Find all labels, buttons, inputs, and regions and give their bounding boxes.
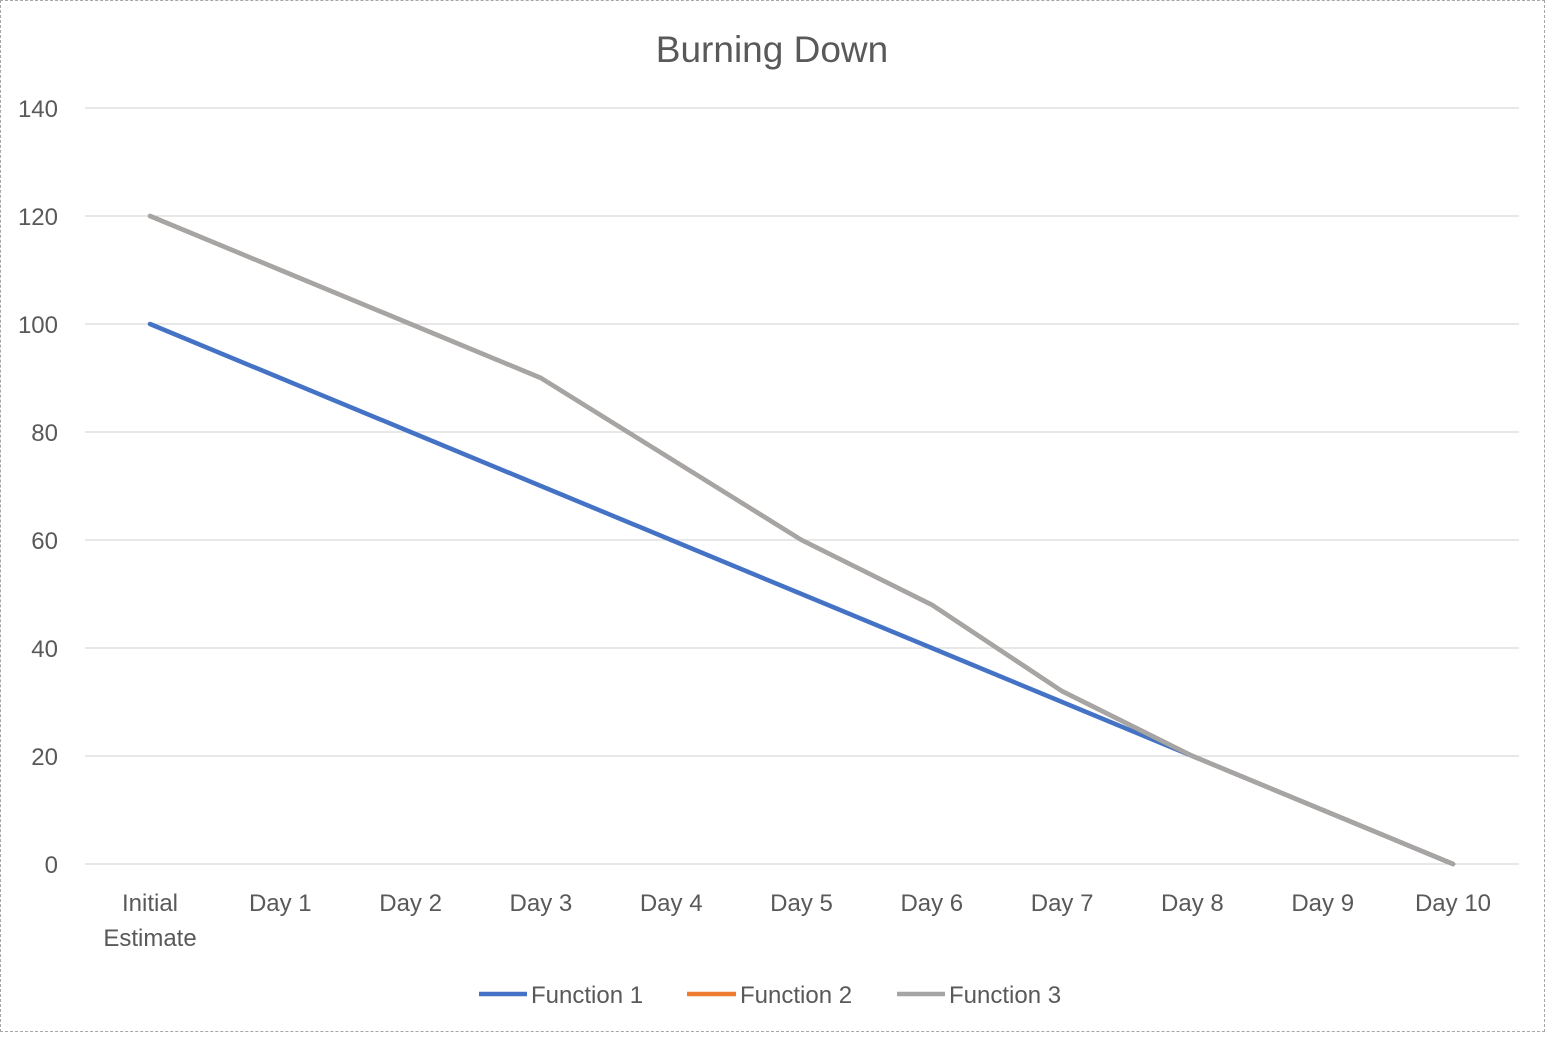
x-tick-label: Day 6 [900, 890, 963, 917]
x-tick-label: Day 7 [1031, 890, 1094, 917]
chart-title: Burning Down [656, 29, 888, 70]
legend: Function 1 Function 2 Function 3 [479, 982, 1061, 1009]
gridlines [85, 107, 1519, 865]
x-tick-label: Day 1 [249, 890, 312, 917]
x-axis-tick-labels: Initial Estimate Day 1 Day 2 Day 3 Day 4 Day 5… [103, 890, 1491, 952]
y-axis-tick-labels: 0 20 40 60 80 100 120 140 [18, 96, 58, 879]
legend-item: Function 3 [897, 982, 1061, 1009]
legend-item: Function 2 [687, 982, 852, 1009]
y-tick-label: 80 [31, 420, 58, 447]
y-tick-label: 20 [31, 744, 58, 771]
x-tick-label: Initial Estimate [103, 890, 196, 952]
x-tick-label: Day 4 [640, 890, 703, 917]
x-tick-label: Day 9 [1291, 890, 1354, 917]
series-lines [147, 213, 1456, 867]
y-tick-label: 0 [45, 852, 58, 879]
x-tick-label: Day 8 [1161, 890, 1224, 917]
x-tick-label: Day 5 [770, 890, 833, 917]
series-line-3 [147, 213, 1456, 867]
y-tick-label: 100 [18, 312, 58, 339]
y-tick-label: 140 [18, 96, 58, 123]
legend-label: Function 3 [949, 982, 1061, 1009]
x-tick-label: Day 10 [1415, 890, 1491, 917]
y-tick-label: 60 [31, 528, 58, 555]
y-tick-label: 40 [31, 636, 58, 663]
x-tick-label: Day 3 [510, 890, 573, 917]
legend-item: Function 1 [479, 982, 643, 1009]
y-tick-label: 120 [18, 204, 58, 231]
x-tick-label: Day 2 [379, 890, 442, 917]
legend-label: Function 2 [740, 982, 852, 1009]
legend-label: Function 1 [531, 982, 643, 1009]
